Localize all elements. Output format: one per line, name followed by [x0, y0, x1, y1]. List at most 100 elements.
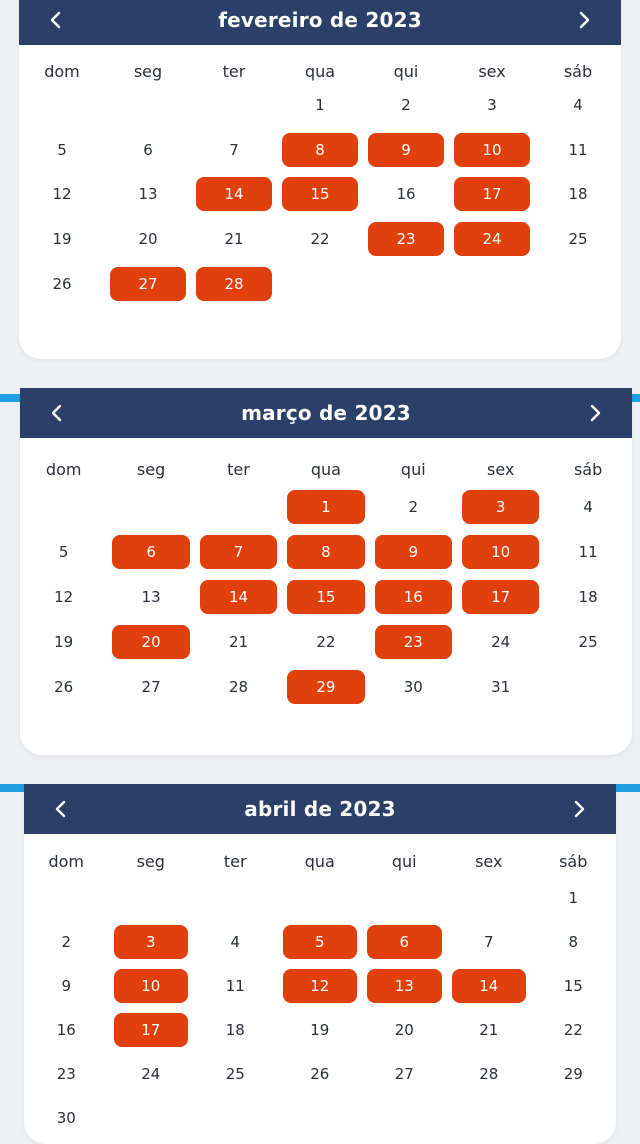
day-cell[interactable]: 16 — [396, 185, 416, 204]
day-cell-highlighted[interactable]: 12 — [282, 969, 357, 1003]
day-cell[interactable]: 23 — [56, 1065, 76, 1083]
day-cell-highlighted[interactable]: 5 — [282, 925, 357, 959]
weekday-label: seg — [133, 61, 163, 81]
day-cell-highlighted[interactable]: 17 — [462, 580, 540, 614]
day-cell[interactable]: 31 — [491, 678, 511, 696]
day-cell-highlighted[interactable]: 14 — [451, 969, 526, 1003]
day-cell-highlighted[interactable]: 6 — [367, 925, 442, 959]
day-cell-highlighted[interactable]: 6 — [112, 535, 190, 569]
weekday-label: qua — [304, 851, 335, 871]
day-cell[interactable]: 2 — [408, 498, 419, 516]
day-cell[interactable]: 21 — [228, 633, 249, 651]
day-cell[interactable]: 22 — [563, 1021, 583, 1039]
day-cell-highlighted[interactable]: 20 — [112, 625, 190, 659]
day-cell-highlighted[interactable]: 27 — [110, 266, 186, 301]
day-cell-highlighted[interactable]: 8 — [287, 535, 365, 569]
day-cell[interactable]: 25 — [225, 1065, 245, 1083]
day-cell[interactable]: 26 — [54, 678, 74, 696]
day-cell[interactable]: 19 — [310, 1021, 330, 1039]
day-cell-highlighted[interactable]: 3 — [462, 490, 540, 524]
day-cell[interactable]: 11 — [578, 543, 598, 561]
day-cell[interactable]: 12 — [54, 588, 74, 606]
day-cell[interactable]: 21 — [224, 230, 244, 249]
day-cell-highlighted[interactable]: 10 — [454, 132, 530, 167]
day-cell-highlighted[interactable]: 17 — [454, 177, 530, 212]
day-cell[interactable]: 24 — [141, 1065, 161, 1083]
day-cell[interactable]: 13 — [138, 185, 158, 204]
day-cell[interactable]: 1 — [568, 889, 579, 907]
weekday-label: ter — [223, 851, 247, 871]
day-cell[interactable]: 27 — [394, 1065, 414, 1083]
day-cell[interactable]: 5 — [58, 543, 69, 561]
day-cell[interactable]: 22 — [310, 230, 330, 249]
day-cell[interactable]: 1 — [315, 96, 325, 114]
day-cell[interactable]: 30 — [403, 678, 423, 696]
day-cell-highlighted[interactable]: 13 — [367, 969, 442, 1003]
day-cell[interactable]: 6 — [143, 140, 153, 159]
day-cell-highlighted[interactable]: 15 — [282, 177, 358, 212]
next-month-button[interactable] — [554, 784, 604, 834]
day-cell[interactable]: 18 — [568, 185, 588, 204]
day-cell-highlighted[interactable]: 9 — [368, 132, 444, 167]
previous-month-button[interactable] — [31, 0, 81, 45]
day-cell[interactable]: 26 — [310, 1065, 330, 1083]
day-cell[interactable]: 24 — [491, 633, 511, 651]
day-cell[interactable]: 11 — [568, 140, 588, 159]
day-cell-highlighted[interactable]: 29 — [287, 670, 365, 704]
day-cell-highlighted[interactable]: 16 — [374, 580, 452, 614]
day-cell[interactable]: 18 — [578, 588, 598, 606]
day-cell-highlighted[interactable]: 8 — [282, 132, 358, 167]
day-cell-highlighted[interactable]: 14 — [199, 580, 278, 614]
day-cell-highlighted[interactable]: 7 — [199, 535, 278, 569]
day-cell[interactable]: 30 — [56, 1109, 76, 1127]
day-cell-highlighted[interactable]: 17 — [113, 1013, 188, 1047]
day-cell[interactable]: 18 — [225, 1021, 245, 1039]
day-cell-highlighted[interactable]: 23 — [368, 222, 444, 257]
day-cell-highlighted[interactable]: 24 — [454, 222, 530, 257]
day-cell[interactable]: 3 — [487, 96, 497, 114]
day-cell-highlighted[interactable]: 15 — [287, 580, 365, 614]
day-cell[interactable]: 25 — [568, 230, 588, 249]
day-cell[interactable]: 16 — [56, 1021, 76, 1039]
day-cell[interactable]: 26 — [52, 274, 72, 293]
day-cell[interactable]: 7 — [229, 140, 239, 159]
day-cell[interactable]: 4 — [583, 498, 593, 516]
day-cell[interactable]: 25 — [578, 633, 598, 651]
next-month-button[interactable] — [559, 0, 609, 45]
day-cell[interactable]: 20 — [394, 1021, 414, 1039]
day-cell-highlighted[interactable]: 10 — [113, 969, 188, 1003]
day-cell[interactable]: 27 — [141, 678, 161, 696]
day-cell-highlighted[interactable]: 9 — [374, 535, 452, 569]
day-cell-highlighted[interactable]: 1 — [287, 490, 365, 524]
day-cell-highlighted[interactable]: 14 — [196, 177, 272, 212]
day-cell[interactable]: 9 — [61, 977, 72, 995]
day-cell-highlighted[interactable]: 23 — [374, 625, 452, 659]
day-cell-highlighted[interactable]: 3 — [113, 925, 188, 959]
day-cell[interactable]: 28 — [479, 1065, 499, 1083]
day-cell[interactable]: 19 — [54, 633, 74, 651]
day-cell[interactable]: 4 — [573, 96, 583, 114]
day-cell[interactable]: 12 — [52, 185, 72, 204]
day-cell[interactable]: 5 — [57, 140, 67, 159]
day-cell[interactable]: 2 — [61, 933, 72, 951]
day-cell[interactable]: 2 — [401, 96, 411, 114]
day-cell[interactable]: 7 — [483, 933, 494, 951]
calendar-march: março de 2023 dom seg ter qua qui sex sáb 1 2 3 4 5… — [20, 388, 632, 755]
day-cell-highlighted[interactable]: 28 — [196, 266, 272, 301]
next-month-button[interactable] — [570, 388, 620, 438]
day-cell[interactable]: 4 — [230, 933, 241, 951]
day-cell[interactable]: 20 — [138, 230, 158, 249]
previous-month-button[interactable] — [32, 388, 82, 438]
day-cell[interactable]: 29 — [563, 1065, 583, 1083]
day-cell[interactable]: 8 — [568, 933, 579, 951]
day-cell[interactable]: 15 — [563, 977, 583, 995]
day-cell[interactable]: 19 — [52, 230, 72, 249]
weekday-label: ter — [227, 459, 250, 479]
day-cell[interactable]: 13 — [141, 588, 161, 606]
day-cell-highlighted[interactable]: 10 — [462, 535, 540, 569]
day-cell[interactable]: 21 — [479, 1021, 499, 1039]
previous-month-button[interactable] — [36, 784, 86, 834]
day-cell[interactable]: 28 — [228, 678, 249, 696]
day-cell[interactable]: 11 — [225, 977, 245, 995]
day-cell[interactable]: 22 — [316, 633, 336, 651]
